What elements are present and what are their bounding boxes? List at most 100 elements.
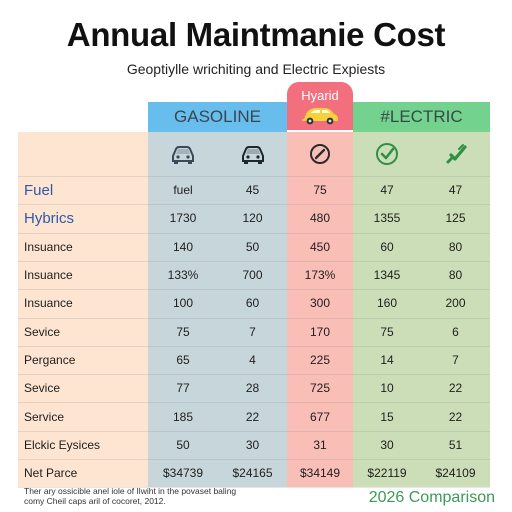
gauge-icon (287, 132, 353, 176)
row-divider (18, 261, 490, 262)
table-cell: 47 (380, 183, 394, 198)
table-cell: 60 (380, 239, 394, 254)
table-cell: 125 (445, 211, 466, 226)
row-label: Net Parce (24, 466, 78, 481)
table-cell: 80 (448, 239, 463, 254)
row-label: Insuance (24, 239, 73, 254)
table-cell: 4 (249, 352, 256, 367)
table-cell: 10 (380, 381, 394, 396)
footnote-line: Ther ary ossicible anel iole of Ilwiht i… (24, 486, 237, 496)
row-label: Insuance (24, 268, 73, 283)
table-cell: 28 (245, 381, 260, 396)
car-icon (148, 132, 218, 176)
table-cell: 200 (445, 296, 466, 311)
group-header: GASOLINE (148, 102, 287, 132)
row-divider (18, 346, 490, 347)
car-icon (218, 132, 287, 176)
table-cell: 30 (380, 437, 394, 452)
hybrid-tab: Hyarid (287, 82, 353, 130)
table-cell: 22 (448, 381, 463, 396)
table-cell: 300 (309, 296, 331, 311)
row-label: Hybrics (24, 209, 75, 227)
table-cell: fuel (173, 183, 193, 198)
table-cell: 77 (176, 381, 190, 396)
hybrid-tab-label: Hyarid (301, 88, 339, 103)
table-cell: 22 (448, 409, 463, 424)
row-divider (18, 289, 490, 290)
footnote: Ther ary ossicible anel iole of Ilwiht i… (24, 486, 314, 506)
page-subtitle: Geoptiylle wrichiting and Electric Expie… (126, 61, 386, 77)
plug-check-icon (421, 132, 490, 176)
table-cell: 1730 (169, 211, 197, 226)
row-divider (18, 318, 490, 319)
table-cell: $22119 (367, 466, 407, 481)
table-cell: 75 (380, 324, 394, 339)
row-divider (18, 204, 490, 205)
table-cell: 725 (309, 381, 331, 396)
table-cell: 50 (245, 239, 260, 254)
table-cell: 75 (176, 324, 190, 339)
table-cell: 80 (448, 268, 463, 283)
row-label: Pergance (24, 352, 76, 367)
table-cell: 480 (309, 211, 331, 226)
row-divider (18, 374, 490, 375)
column-background (421, 102, 490, 488)
table-cell: 7 (452, 352, 459, 367)
row-divider (18, 487, 490, 488)
column-background (148, 102, 218, 488)
page-title: Annual Maintmanie Cost (66, 16, 446, 53)
table-cell: $34739 (162, 466, 204, 481)
table-cell: $24165 (232, 466, 273, 481)
row-divider (18, 176, 490, 177)
table-cell: $34149 (299, 466, 341, 481)
row-label: Service (24, 409, 65, 424)
column-background (287, 132, 353, 488)
table-cell: 31 (313, 437, 327, 452)
table-cell: 60 (245, 296, 260, 311)
table-cell: 170 (309, 324, 331, 339)
row-divider (18, 431, 490, 432)
column-background (218, 102, 287, 488)
row-label: Fuel (24, 181, 54, 199)
table-cell: 160 (376, 296, 398, 311)
row-divider (18, 402, 490, 403)
row-label: Insuance (24, 296, 73, 311)
comparison-label: 2026 Comparison (368, 489, 495, 506)
table-cell: 15 (380, 409, 394, 424)
table-cell: 120 (242, 211, 263, 226)
table-cell: 65 (176, 352, 190, 367)
row-divider (18, 459, 490, 460)
row-label: Sevice (24, 324, 61, 339)
table-cell: 225 (309, 352, 331, 367)
row-label: Elckic Eysices (24, 437, 101, 452)
table-cell: 6 (452, 324, 459, 339)
group-header: #LECTRIC (353, 102, 490, 132)
table-cell: 677 (309, 409, 331, 424)
footnote-line: comy Cheil caps aril of cocoret, 2012. (24, 496, 166, 506)
table-cell: 1355 (373, 211, 401, 226)
table-cell: 185 (172, 409, 194, 424)
row-band-background (18, 132, 490, 488)
table-cell: 50 (176, 437, 190, 452)
table-cell: 100 (172, 296, 194, 311)
table-cell: 45 (245, 183, 260, 198)
table-cell: 700 (242, 268, 263, 283)
table-cell: 47 (448, 183, 463, 198)
table-cell: 140 (172, 239, 194, 254)
table-cell: 22 (245, 409, 260, 424)
table-cell: 7 (249, 324, 256, 339)
table-cell: 173% (304, 268, 336, 283)
column-background (353, 102, 421, 488)
row-label: Sevice (24, 381, 61, 396)
table-cell: 75 (313, 183, 327, 198)
table-cell: 1345 (373, 268, 401, 283)
table-cell: $24109 (435, 466, 476, 481)
table-cell: 30 (245, 437, 260, 452)
check-circle-icon (353, 132, 421, 176)
row-divider (18, 233, 490, 234)
hybrid-car-icon (302, 108, 338, 125)
table-cell: 133% (167, 268, 199, 283)
table-cell: 450 (309, 239, 331, 254)
table-cell: 14 (380, 352, 394, 367)
table-cell: 51 (448, 437, 463, 452)
